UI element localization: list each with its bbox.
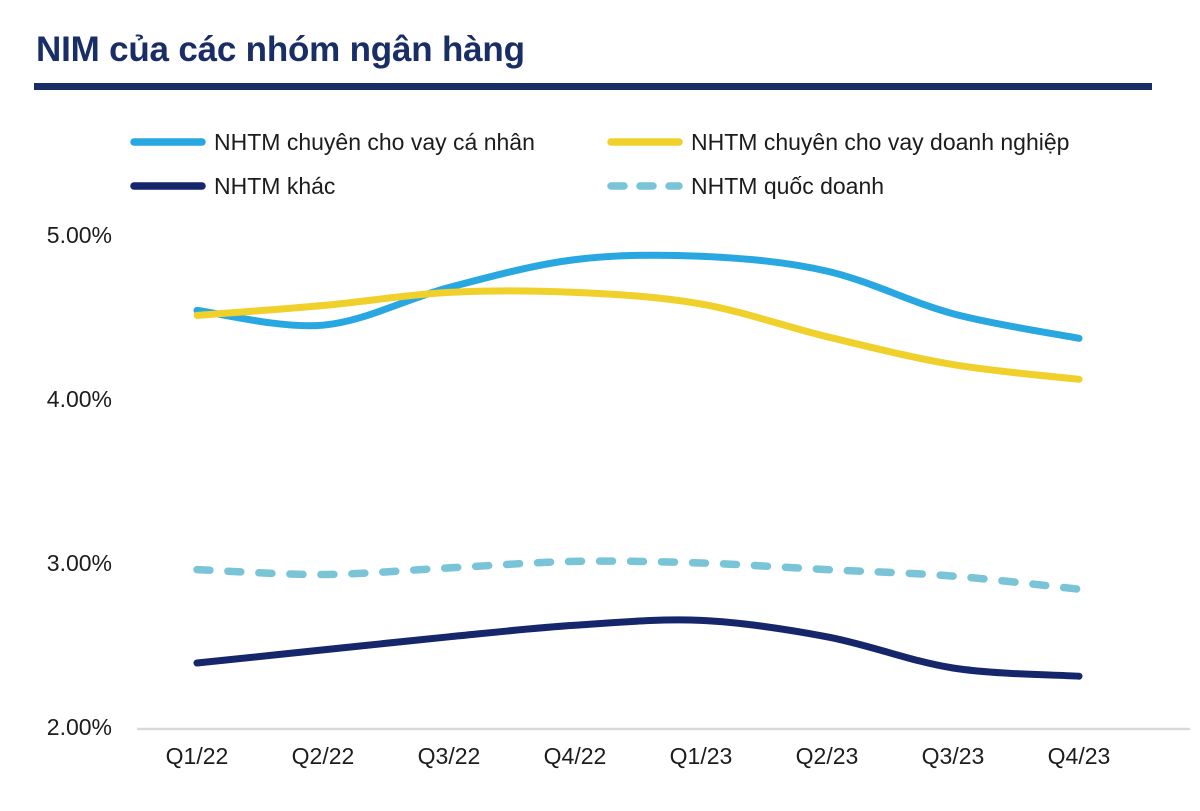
x-tick-label: Q2/22 [291,743,355,769]
legend-line-swatch [130,138,206,146]
legend-item-2[interactable]: NHTM khác [130,170,607,202]
legend-line-swatch [130,182,206,190]
x-tick-label: Q4/22 [543,743,607,769]
legend-line-swatch [607,138,683,146]
x-tick-label: Q4/23 [1047,743,1111,769]
x-tick-label: Q1/23 [669,743,733,769]
legend-label: NHTM quốc doanh [691,172,885,199]
legend-dashed-line-swatch [607,182,683,190]
legend-label: NHTM chuyên cho vay cá nhân [214,128,535,155]
legend-item-0[interactable]: NHTM chuyên cho vay cá nhân [130,126,607,158]
legend-label: NHTM khác [214,172,336,199]
x-tick-label: Q3/23 [921,743,985,769]
series-line-3 [193,557,1083,593]
legend-item-1[interactable]: NHTM chuyên cho vay doanh nghiệp [607,126,1130,158]
legend-label: NHTM chuyên cho vay doanh nghiệp [691,128,1070,155]
y-tick-label: 4.00% [46,386,112,412]
y-tick-label: 2.00% [46,714,112,740]
y-tick-label: 3.00% [46,550,112,576]
series-line-0 [193,251,1083,342]
legend-item-3[interactable]: NHTM quốc doanh [607,170,1130,202]
series-line-1 [193,287,1083,383]
title-underline [34,83,1152,90]
x-tick-label: Q3/22 [417,743,481,769]
series-line-2 [193,616,1083,680]
x-tick-label: Q2/23 [795,743,859,769]
legend: NHTM chuyên cho vay cá nhân NHTM chuyên c… [130,126,1130,202]
x-tick-label: Q1/22 [165,743,229,769]
y-tick-label: 5.00% [46,222,112,248]
chart-title: NIM của các nhóm ngân hàng [36,30,525,69]
